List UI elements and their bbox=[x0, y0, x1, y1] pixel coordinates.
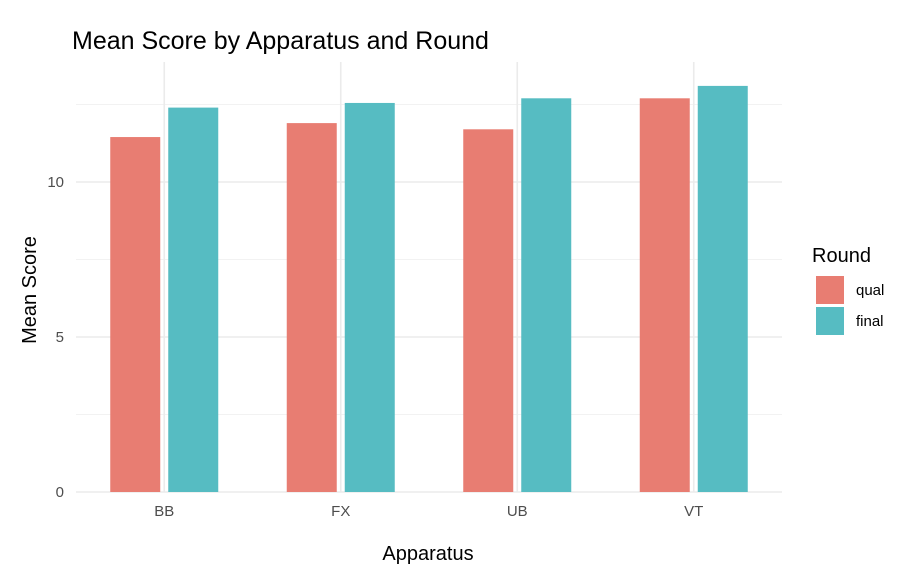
legend: Round qual final bbox=[812, 245, 884, 335]
legend-key-final bbox=[816, 307, 844, 335]
x-axis-title: Apparatus bbox=[382, 543, 473, 565]
bar-qual-vt bbox=[639, 98, 690, 493]
x-tick-label: FX bbox=[331, 503, 350, 520]
bar-qual-bb bbox=[110, 137, 161, 493]
x-axis-ticks: BB FX UB VT bbox=[154, 503, 703, 520]
bar-qual-fx bbox=[286, 123, 337, 492]
bar-final-vt bbox=[697, 85, 748, 493]
legend-label-final: final bbox=[856, 313, 884, 330]
bar-final-ub bbox=[521, 98, 572, 493]
y-tick-label: 10 bbox=[47, 174, 64, 191]
legend-label-qual: qual bbox=[856, 282, 884, 299]
y-axis-ticks: 0 5 10 bbox=[47, 174, 64, 501]
x-tick-label: UB bbox=[507, 503, 528, 520]
y-tick-label: 0 bbox=[56, 484, 64, 501]
y-axis-title: Mean Score bbox=[19, 236, 41, 344]
bars bbox=[110, 85, 748, 493]
chart-title: Mean Score by Apparatus and Round bbox=[72, 27, 489, 55]
bar-qual-ub bbox=[463, 129, 514, 493]
bar-final-fx bbox=[344, 102, 395, 492]
legend-title: Round bbox=[812, 245, 871, 267]
x-tick-label: BB bbox=[154, 503, 174, 520]
bar-final-bb bbox=[168, 107, 219, 492]
y-tick-label: 5 bbox=[56, 329, 64, 346]
x-tick-label: VT bbox=[684, 503, 703, 520]
legend-key-qual bbox=[816, 276, 844, 304]
